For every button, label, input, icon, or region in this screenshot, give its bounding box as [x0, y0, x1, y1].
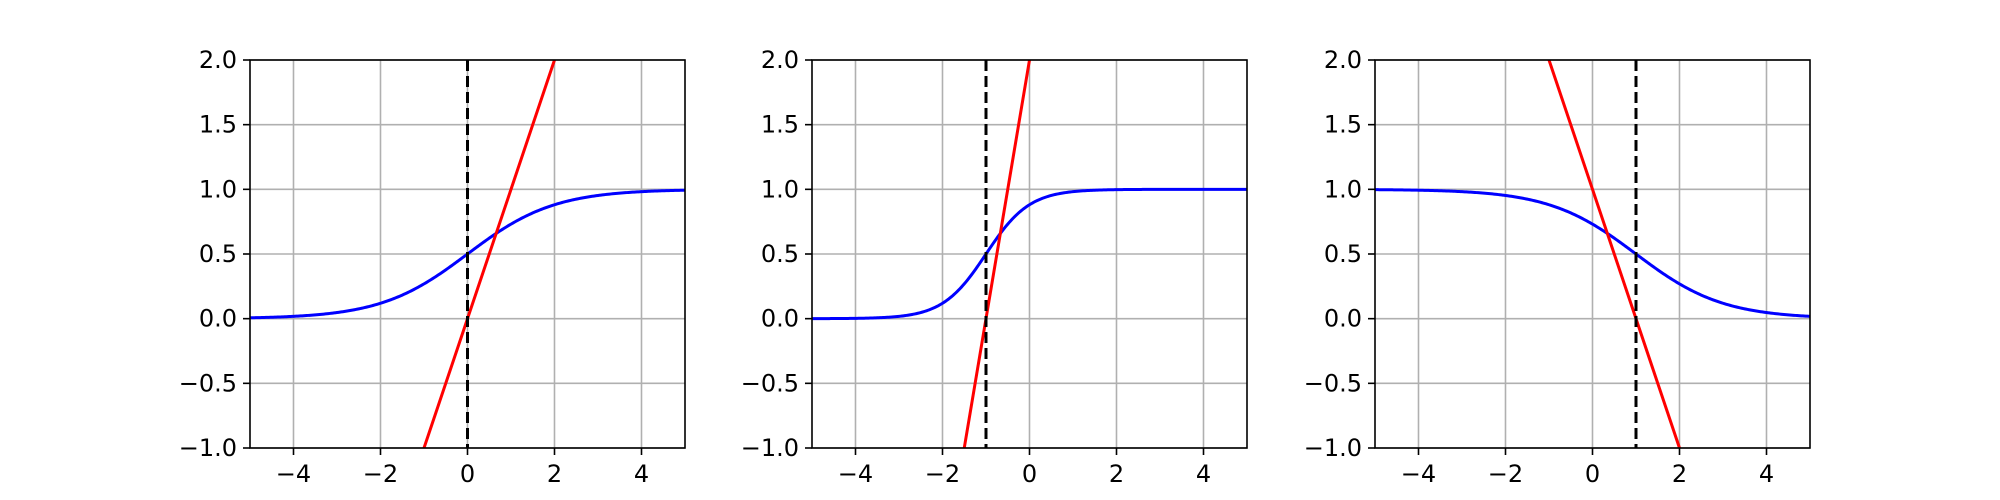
y-tick-label: 0.5 [761, 240, 799, 268]
subplot-3: −4 −2 0 2 4 −1.0 −0.5 0.0 0.5 1.0 1.5 2.0 [1304, 46, 1811, 488]
x-tick-label: 4 [634, 460, 649, 488]
y-tick-label: 1.5 [761, 111, 799, 139]
x-tick-label: −4 [276, 460, 311, 488]
tangent-line [962, 60, 1031, 448]
y-tick-label: −1.0 [179, 434, 237, 462]
y-tick-label: −1.0 [1304, 434, 1362, 462]
x-tick-label: 2 [547, 460, 562, 488]
x-tick-label: 4 [1759, 460, 1774, 488]
x-tick-label: 0 [1585, 460, 1600, 488]
tangent-line [1547, 60, 1681, 448]
subplot-1: −4 −2 0 2 4 −1.0 −0.5 0.0 0.5 1.0 1.5 2.0 [179, 46, 686, 488]
sigmoid-curve [1375, 188, 1810, 318]
plot-area [1375, 60, 1810, 448]
sigmoid-curve [812, 187, 1247, 321]
x-tick-label: −2 [925, 460, 960, 488]
subplot-2: −4 −2 0 2 4 −1.0 −0.5 0.0 0.5 1.0 1.5 2.0 [741, 46, 1248, 488]
y-tick-label: 1.0 [1324, 175, 1362, 203]
tangent-line [422, 60, 556, 448]
y-tick-label: 0.5 [199, 240, 237, 268]
y-tick-label: −1.0 [741, 434, 799, 462]
y-tick-label: 2.0 [761, 46, 799, 74]
x-tick-label: −2 [363, 460, 398, 488]
y-tick-label: −0.5 [179, 369, 237, 397]
y-tick-label: 1.0 [761, 175, 799, 203]
x-tick-label: −4 [1401, 460, 1436, 488]
plot-area [812, 60, 1247, 448]
y-tick-label: 1.5 [199, 111, 237, 139]
y-tick-label: 2.0 [1324, 46, 1362, 74]
y-tick-label: 1.0 [199, 175, 237, 203]
plot-area [250, 60, 685, 448]
x-tick-label: 4 [1196, 460, 1211, 488]
y-tick-label: 0.0 [1324, 305, 1362, 333]
y-tick-label: 1.5 [1324, 111, 1362, 139]
x-tick-label: 2 [1109, 460, 1124, 488]
x-tick-label: 2 [1672, 460, 1687, 488]
x-tick-label: 0 [460, 460, 475, 488]
x-tick-label: 0 [1022, 460, 1037, 488]
x-tick-label: −4 [838, 460, 873, 488]
y-tick-label: 0.0 [761, 305, 799, 333]
y-tick-label: −0.5 [1304, 369, 1362, 397]
y-tick-label: 0.5 [1324, 240, 1362, 268]
y-tick-label: 0.0 [199, 305, 237, 333]
y-tick-label: −0.5 [741, 369, 799, 397]
x-tick-label: −2 [1488, 460, 1523, 488]
y-tick-label: 2.0 [199, 46, 237, 74]
